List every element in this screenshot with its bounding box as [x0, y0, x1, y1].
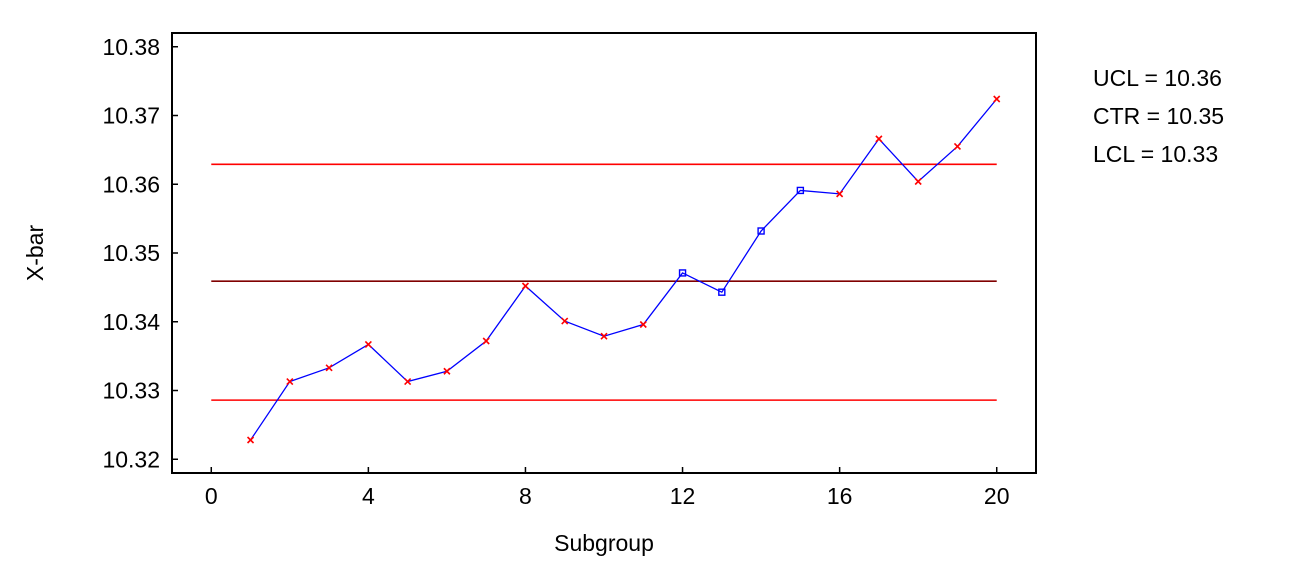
data-point [875, 135, 883, 143]
y-tick-label: 10.34 [102, 309, 160, 335]
data-point [443, 367, 451, 375]
x-tick-label: 4 [362, 483, 375, 509]
data-point [993, 95, 1001, 103]
lcl-label: LCL = 10.33 [1093, 141, 1218, 167]
y-tick-label: 10.36 [102, 171, 160, 197]
data-point [718, 288, 726, 296]
data-point [639, 320, 647, 329]
y-tick-label: 10.32 [102, 446, 160, 472]
x-axis-ticks: 0 4 8 12 16 20 [205, 467, 1010, 509]
x-tick-label: 16 [827, 483, 853, 509]
data-point [914, 177, 922, 186]
y-tick-label: 10.38 [102, 34, 160, 60]
data-point [600, 332, 608, 340]
data-point [364, 340, 372, 349]
series-markers-group [246, 95, 1001, 444]
data-point [286, 377, 294, 386]
data-point [521, 282, 530, 290]
data-point [757, 227, 765, 235]
series-line [250, 98, 998, 441]
y-tick-label: 10.37 [102, 103, 160, 129]
data-point [953, 142, 962, 151]
control-limit-lines [211, 163, 997, 401]
data-point [404, 377, 412, 386]
x-axis-title: Subgroup [554, 530, 654, 556]
ctr-label: CTR = 10.35 [1093, 103, 1224, 129]
data-point [561, 317, 569, 325]
ucl-label: UCL = 10.36 [1093, 65, 1222, 91]
data-point [796, 186, 805, 195]
y-tick-label: 10.35 [102, 240, 160, 266]
x-tick-label: 0 [205, 483, 218, 509]
x-tick-label: 8 [519, 483, 532, 509]
plot-frame [171, 32, 1037, 474]
data-point [482, 337, 490, 345]
data-point [246, 436, 255, 444]
y-tick-label: 10.33 [102, 378, 160, 404]
x-tick-label: 12 [670, 483, 696, 509]
data-point [836, 190, 844, 198]
y-axis-ticks: 10.32 10.33 10.34 10.35 10.36 10.37 10.38 [102, 34, 178, 472]
data-point [325, 364, 333, 372]
data-point [678, 269, 687, 277]
series-line-group [250, 98, 998, 441]
y-axis-title: X-bar [22, 225, 48, 282]
x-tick-label: 20 [984, 483, 1010, 509]
